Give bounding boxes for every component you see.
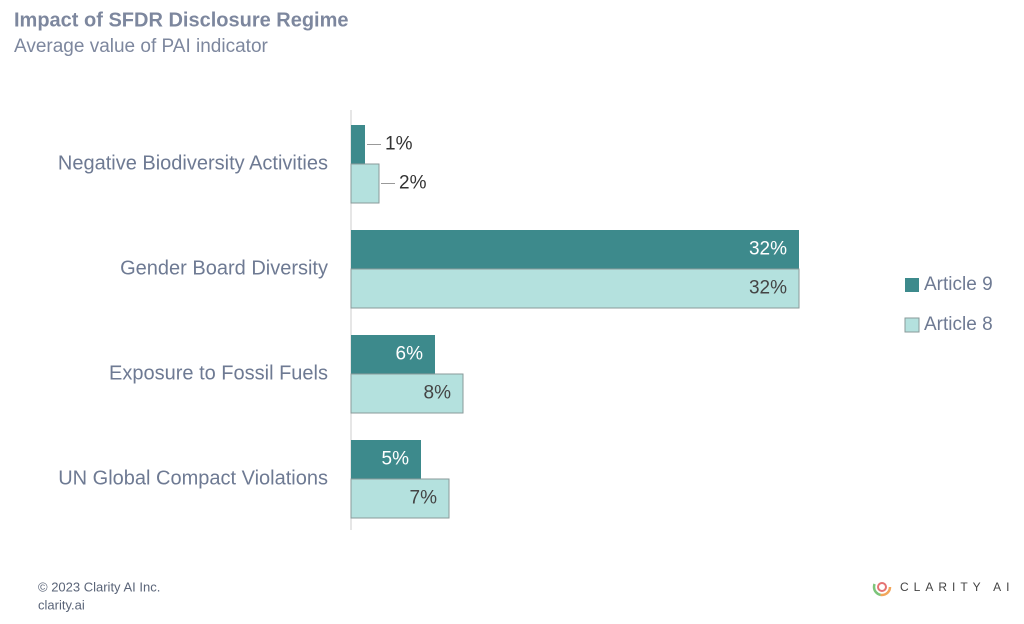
bar	[350, 373, 464, 414]
value-label: 5%	[382, 449, 410, 470]
bar	[350, 268, 800, 309]
chart-subtitle: Average value of PAI indicator	[14, 36, 269, 57]
value-label: 8%	[424, 383, 452, 404]
value-label: 32%	[749, 239, 787, 260]
legend-swatch	[905, 278, 919, 292]
bar	[350, 478, 450, 519]
value-label: 2%	[399, 173, 427, 194]
value-label: 6%	[396, 344, 424, 365]
bar	[350, 163, 380, 204]
logo-icon	[872, 577, 892, 597]
chart-title: Impact of SFDR Disclosure Regime	[14, 9, 349, 31]
bar	[351, 125, 365, 164]
value-label: 7%	[410, 488, 438, 509]
legend-label: Article 9	[924, 274, 993, 295]
bar	[351, 440, 421, 479]
value-label: 1%	[385, 134, 413, 155]
website: clarity.ai	[38, 597, 85, 612]
copyright: © 2023 Clarity AI Inc.	[38, 579, 160, 594]
legend-swatch	[904, 317, 920, 333]
category-label: UN Global Compact Violations	[58, 467, 328, 489]
bar	[351, 335, 435, 374]
legend-label: Article 8	[924, 314, 993, 335]
category-label: Exposure to Fossil Fuels	[109, 362, 328, 384]
logo-text: CLARITY AI	[900, 580, 1014, 594]
value-label: 32%	[749, 278, 787, 299]
category-label: Negative Biodiversity Activities	[58, 152, 328, 174]
bar	[351, 230, 799, 269]
category-label: Gender Board Diversity	[120, 257, 328, 279]
